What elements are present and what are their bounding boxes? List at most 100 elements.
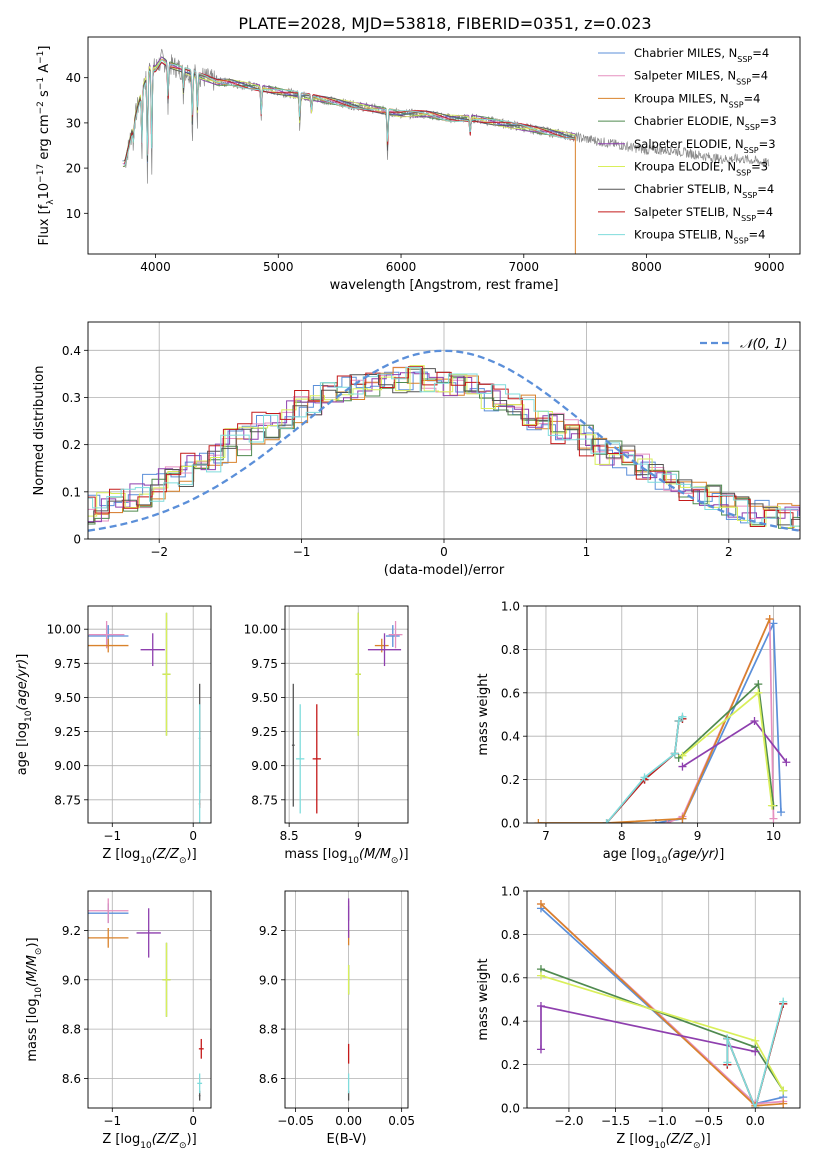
- weight-vs-z-ytick-label: 0.2: [501, 1058, 520, 1072]
- residuals-legend: 𝒩(0, 1): [700, 337, 787, 352]
- weight-vs-age-marker: [534, 819, 543, 823]
- age-vs-z-point-salpeter_elodie: [140, 633, 165, 667]
- residuals-xtick-label: −1: [293, 545, 311, 559]
- weight-vs-age-xtick-label: 10: [766, 829, 781, 843]
- age-vs-mass-xtick-label: 8.5: [280, 829, 299, 843]
- age-vs-z-plot-area: [88, 612, 201, 823]
- spectrum-plot-area: [122, 48, 770, 254]
- mass-vs-z-point-kroupa_elodie: [162, 942, 171, 1017]
- spectrum-ytick-label: 30: [66, 116, 81, 130]
- weight-vs-age-marker: [678, 814, 687, 823]
- weight-vs-age-plot-area: [534, 615, 791, 823]
- weight-vs-z-series-salpeter_elodie: [540, 1004, 756, 1053]
- residuals-hist-kroupa_miles: [88, 367, 800, 523]
- spectrum-xtick-label: 4000: [140, 260, 171, 274]
- mass-vs-ebv-xtick-label: 0.05: [388, 1114, 415, 1128]
- residuals-normal-curve: [88, 349, 800, 532]
- spectrum-ytick-label: 10: [66, 207, 81, 221]
- mass-vs-z-point-salpeter_stelib: [198, 1038, 204, 1059]
- weight-vs-z-marker: [779, 1099, 788, 1108]
- age-vs-mass-ytick-label: 9.25: [251, 725, 278, 739]
- weight-vs-age-marker: [754, 688, 763, 697]
- residuals-panel: −2 −1 0 1 2 0 0.1 0.2 0.3 0.4 (data-model)/error No…: [32, 321, 801, 578]
- weight-vs-age-series-chabrier_miles: [655, 623, 782, 823]
- weight-vs-z-marker: [751, 1104, 760, 1108]
- residuals-frame: [87, 321, 801, 540]
- weight-vs-z-xtick-label: −1.0: [648, 1114, 677, 1128]
- weight-vs-age-marker: [750, 717, 759, 726]
- weight-vs-age-frame: [526, 605, 801, 824]
- legend-label: Kroupa STELIB, NSSP=4: [634, 228, 765, 246]
- age-vs-z-panel: −1 0 8.75 9.00 9.25 9.50 9.75 10.00 Z [log10(Z/Z…: [15, 605, 212, 866]
- weight-vs-z-marker: [751, 1047, 760, 1056]
- age-vs-z-xtick-label: −1: [103, 829, 121, 843]
- weight-vs-z-plot-area: [536, 900, 788, 1108]
- residuals-hist-salpeter_elodie: [88, 372, 800, 523]
- age-vs-mass-panel: 8.5 9 8.75 9.00 9.25 9.50 9.75 10.00 mass [log10…: [244, 605, 409, 866]
- mass-vs-ebv-ytick-label: 8.6: [259, 1072, 278, 1086]
- age-vs-mass-ytick-label: 8.75: [251, 793, 278, 807]
- mass-vs-ebv-ytick-label: 8.8: [259, 1023, 278, 1037]
- age-vs-mass-point-salpeter_miles: [388, 621, 403, 649]
- weight-vs-age-marker: [765, 615, 774, 624]
- mass-vs-z-xtick-label: −1: [103, 1114, 121, 1128]
- weight-vs-age-xtick-label: 9: [694, 829, 702, 843]
- weight-vs-age-marker: [674, 717, 683, 726]
- age-vs-z-point-kroupa_miles: [88, 638, 129, 653]
- age-vs-z-ytick-label: 10.00: [47, 623, 81, 637]
- mass-vs-ebv-xtick-label: 0.00: [335, 1114, 362, 1128]
- spectrum-xlabel: wavelength [Angstrom, rest frame]: [330, 278, 559, 293]
- spectrum-legend-item-salpeter_miles: Salpeter MILES, NSSP=4: [598, 69, 768, 86]
- age-vs-mass-point-salpeter_elodie: [367, 633, 402, 667]
- mass-vs-z-ytick-label: 9.0: [62, 973, 81, 987]
- spectrum-xtick-label: 6000: [386, 260, 417, 274]
- weight-vs-age-marker: [640, 773, 649, 782]
- weight-vs-age-ytick-label: 0.6: [501, 686, 520, 700]
- age-vs-mass-point-salpeter_stelib: [312, 704, 321, 814]
- residuals-ytick-label: 0.4: [62, 344, 81, 358]
- weight-vs-z-marker: [779, 997, 788, 1006]
- weight-vs-z-ytick-label: 0.4: [501, 1015, 520, 1029]
- spectrum-xtick-label: 5000: [263, 260, 294, 274]
- residuals-hist-kroupa_elodie: [88, 365, 800, 528]
- spectrum-xtick-label: 8000: [631, 260, 662, 274]
- weight-vs-age-panel: 7 8 9 10 0.0 0.2 0.4 0.6 0.8 1.0 age [log10(age/yr…: [476, 600, 801, 866]
- mass-vs-z-ytick-label: 8.6: [62, 1072, 81, 1086]
- mass-vs-z-xtick-label: 0: [189, 1114, 197, 1128]
- weight-vs-z-marker: [723, 1058, 732, 1067]
- residuals-ytick-label: 0.1: [62, 485, 81, 499]
- residuals-hist-salpeter_stelib: [88, 366, 800, 531]
- weight-vs-z-xlabel: Z [log10(Z/Z⊙)]: [616, 1132, 710, 1151]
- legend-label: Salpeter STELIB, NSSP=4: [634, 205, 773, 223]
- weight-vs-z-marker: [779, 1086, 788, 1095]
- weight-vs-z-xtick-label: −0.5: [694, 1114, 723, 1128]
- weight-vs-age-ytick-label: 0.8: [501, 643, 520, 657]
- age-vs-mass-plot-area: [291, 612, 403, 814]
- age-vs-z-ytick-label: 9.00: [54, 759, 81, 773]
- mass-vs-z-point-salpeter_elodie: [136, 908, 161, 958]
- age-vs-mass-point-kroupa_stelib: [296, 704, 305, 814]
- age-vs-mass-xlabel: mass [log10(M/M⊙)]: [284, 847, 408, 866]
- residuals-xtick-label: 0: [440, 545, 448, 559]
- weight-vs-z-ytick-label: 0.6: [501, 971, 520, 985]
- mass-vs-z-point-kroupa_stelib: [197, 1073, 203, 1094]
- weight-vs-age-xtick-label: 8: [618, 829, 626, 843]
- legend-label: Salpeter ELODIE, NSSP=3: [634, 137, 776, 155]
- spectrum-model-line-chabrier_stelib: [123, 62, 576, 162]
- weight-vs-age-ytick-label: 1.0: [501, 600, 520, 614]
- weight-vs-age-marker: [670, 749, 679, 758]
- age-vs-mass-xtick-label: 9: [354, 829, 362, 843]
- mass-vs-ebv-xtick-label: −0.05: [277, 1114, 314, 1128]
- weight-vs-age-series-kroupa_stelib: [605, 716, 684, 823]
- mass-vs-z-point-salpeter_miles: [88, 898, 129, 924]
- weight-vs-z-marker: [536, 1002, 545, 1011]
- spectrum-legend-item-chabrier_miles: Chabrier MILES, NSSP=4: [598, 46, 769, 64]
- weight-vs-age-marker: [777, 808, 786, 817]
- weight-vs-z-ytick-label: 0.0: [501, 1102, 520, 1116]
- age-vs-z-xlabel: Z [log10(Z/Z⊙)]: [102, 847, 196, 866]
- legend-label: Kroupa ELODIE, NSSP=3: [634, 160, 768, 178]
- spectrum-legend-item-chabrier_elodie: Chabrier ELODIE, NSSP=3: [598, 114, 777, 132]
- residuals-ylabel: Normed distribution: [32, 366, 47, 496]
- mass-vs-ebv-xlabel: E(B-V): [326, 1132, 366, 1147]
- legend-label: Chabrier ELODIE, NSSP=3: [634, 114, 777, 132]
